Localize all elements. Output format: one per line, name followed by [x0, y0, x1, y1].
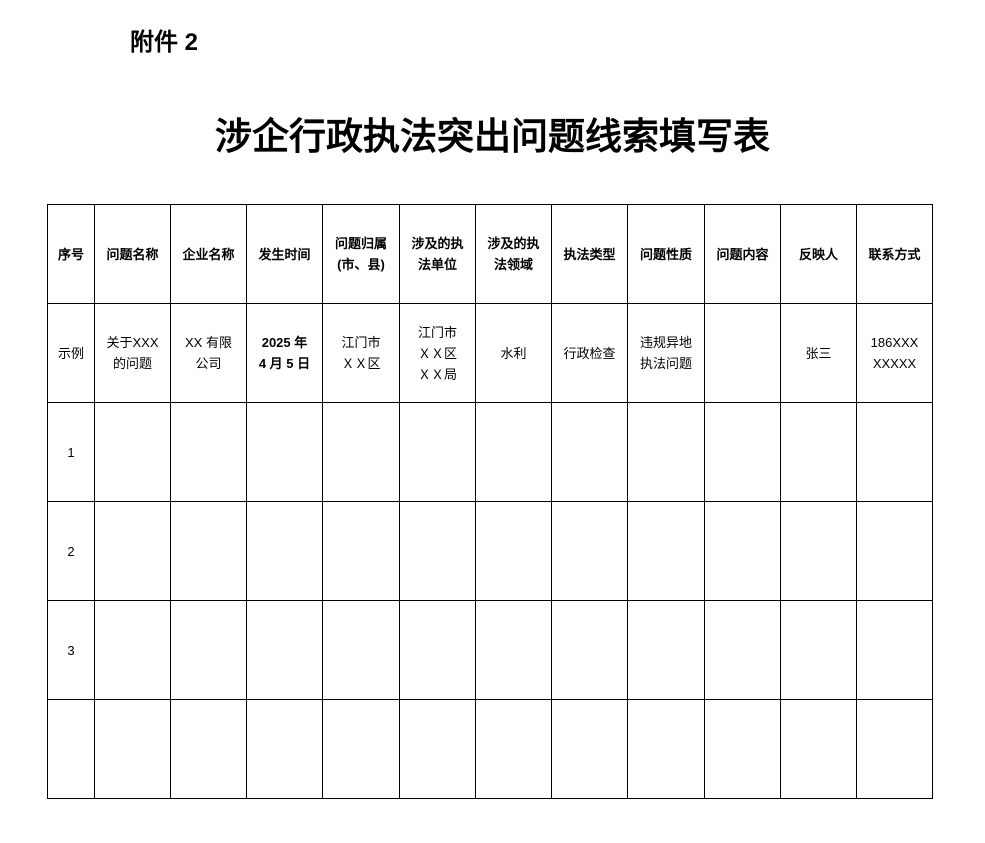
table-row: 1 — [47, 402, 933, 502]
column-header: 序号 — [47, 204, 95, 304]
column-header: 执法类型 — [551, 204, 628, 304]
table-cell[interactable] — [627, 501, 705, 601]
table-cell[interactable] — [322, 600, 400, 700]
table-cell[interactable]: 2 — [47, 501, 95, 601]
table-cell: 2025 年 4 月 5 日 — [246, 303, 323, 403]
table-cell[interactable] — [627, 600, 705, 700]
table-cell[interactable] — [246, 501, 323, 601]
table-cell[interactable] — [475, 402, 552, 502]
table-row — [47, 699, 933, 799]
table-cell[interactable] — [856, 402, 933, 502]
table-cell[interactable] — [704, 600, 781, 700]
attachment-label: 附件 2 — [130, 29, 199, 56]
table-cell[interactable] — [94, 402, 171, 502]
table-cell: 关于XXX 的问题 — [94, 303, 171, 403]
table-cell — [704, 303, 781, 403]
table-cell[interactable] — [475, 501, 552, 601]
table-cell: 江门市 ＸＸ区 — [322, 303, 400, 403]
column-header: 问题名称 — [94, 204, 171, 304]
table-cell[interactable] — [475, 699, 552, 799]
table-cell[interactable]: 3 — [47, 600, 95, 700]
column-header: 涉及的执 法单位 — [399, 204, 476, 304]
table-cell[interactable] — [704, 402, 781, 502]
table-cell[interactable] — [94, 501, 171, 601]
table-row: 2 — [47, 501, 933, 601]
column-header: 联系方式 — [856, 204, 933, 304]
table-cell[interactable] — [704, 699, 781, 799]
table-cell[interactable] — [780, 600, 857, 700]
table-cell[interactable] — [322, 402, 400, 502]
table-cell[interactable] — [780, 501, 857, 601]
table-cell[interactable] — [780, 402, 857, 502]
table-cell[interactable] — [551, 600, 628, 700]
table-cell: 水利 — [475, 303, 552, 403]
table-cell[interactable] — [399, 501, 476, 601]
table-cell[interactable] — [322, 501, 400, 601]
table-cell[interactable] — [246, 699, 323, 799]
table-cell[interactable] — [399, 402, 476, 502]
table-cell: 示例 — [47, 303, 95, 403]
table-cell[interactable] — [246, 402, 323, 502]
column-header: 涉及的执 法领域 — [475, 204, 552, 304]
table-cell[interactable] — [399, 699, 476, 799]
table-cell[interactable] — [551, 699, 628, 799]
table-cell[interactable] — [856, 600, 933, 700]
table-cell: XX 有限 公司 — [170, 303, 247, 403]
table-cell[interactable] — [780, 699, 857, 799]
table-cell[interactable] — [246, 600, 323, 700]
table-cell[interactable] — [475, 600, 552, 700]
table-cell[interactable] — [627, 699, 705, 799]
table-cell[interactable] — [704, 501, 781, 601]
table-cell[interactable] — [170, 402, 247, 502]
table-cell[interactable] — [856, 501, 933, 601]
table-cell[interactable] — [322, 699, 400, 799]
table-cell[interactable] — [170, 699, 247, 799]
column-header: 企业名称 — [170, 204, 247, 304]
table-cell[interactable] — [94, 600, 171, 700]
column-header: 问题性质 — [627, 204, 705, 304]
column-header: 反映人 — [780, 204, 857, 304]
table-cell[interactable]: 1 — [47, 402, 95, 502]
table-cell[interactable] — [47, 699, 95, 799]
table-cell[interactable] — [627, 402, 705, 502]
example-row: 示例 关于XXX 的问题 XX 有限 公司 2025 年 4 月 5 日江门市 ＸＸ区… — [47, 303, 933, 403]
table-cell: 江门市 ＸＸ区 ＸＸ局 — [399, 303, 476, 403]
table-cell[interactable] — [551, 501, 628, 601]
table-cell: 行政检查 — [551, 303, 628, 403]
header-row: 序号 问题名称 企业名称 发生时间 问题归属 (市、县) 涉及的执 法单位 涉及的执 法领域… — [47, 204, 933, 304]
table-cell[interactable] — [170, 600, 247, 700]
column-header: 问题归属 (市、县) — [322, 204, 400, 304]
table-cell[interactable] — [551, 402, 628, 502]
table-row: 3 — [47, 600, 933, 700]
page-title: 涉企行政执法突出问题线索填写表 — [215, 114, 770, 158]
clue-form-table: 序号 问题名称 企业名称 发生时间 问题归属 (市、县) 涉及的执 法单位 涉及的执 法领域… — [47, 204, 933, 799]
table-cell[interactable] — [170, 501, 247, 601]
table-cell: 186XXX XXXXX — [856, 303, 933, 403]
table-cell[interactable] — [856, 699, 933, 799]
column-header: 发生时间 — [246, 204, 323, 304]
table-cell: 张三 — [780, 303, 857, 403]
table-cell[interactable] — [94, 699, 171, 799]
table-cell[interactable] — [399, 600, 476, 700]
table-cell: 违规异地 执法问题 — [627, 303, 705, 403]
column-header: 问题内容 — [704, 204, 781, 304]
